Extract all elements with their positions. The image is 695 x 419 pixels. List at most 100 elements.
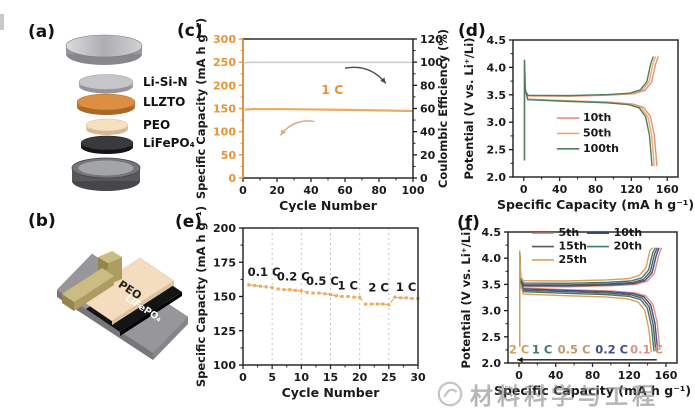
svg-text:Potential (V vs. Li⁺/Li): Potential (V vs. Li⁺/Li) <box>462 38 476 180</box>
svg-text:Specific Capacity (mA h g⁻¹): Specific Capacity (mA h g⁻¹) <box>194 206 208 387</box>
svg-text:2.0: 2.0 <box>487 171 507 184</box>
svg-text:3.0: 3.0 <box>487 116 507 129</box>
svg-text:100: 100 <box>402 184 425 197</box>
corner-watermark-artifact <box>0 14 4 30</box>
svg-text:160: 160 <box>654 369 677 382</box>
svg-text:150: 150 <box>213 103 236 116</box>
svg-text:5: 5 <box>268 371 276 384</box>
svg-text:150: 150 <box>213 291 236 304</box>
watermark: 材料科学与工程 <box>436 377 659 411</box>
svg-text:10th: 10th <box>583 111 611 124</box>
svg-text:4.5: 4.5 <box>487 34 507 47</box>
svg-text:4.0: 4.0 <box>482 252 502 265</box>
svg-text:100th: 100th <box>583 142 619 155</box>
clamp <box>62 251 122 311</box>
svg-text:40: 40 <box>548 369 564 382</box>
svg-text:Cycle Number: Cycle Number <box>282 385 381 400</box>
svg-text:1 C: 1 C <box>338 279 358 293</box>
svg-text:60: 60 <box>420 103 436 116</box>
layer-label-lifepo4: LiFePO₄ <box>143 136 195 150</box>
lifepo4-disc <box>80 135 134 154</box>
svg-text:80: 80 <box>371 184 387 197</box>
svg-text:120: 120 <box>620 183 643 196</box>
chart-svg-d: 0 40 80 120 160 2.0 2.5 3.0 3.5 4.0 4.5 Specific Ca… <box>462 34 694 212</box>
svg-text:0.5 C: 0.5 C <box>558 343 591 357</box>
svg-text:40: 40 <box>303 184 319 197</box>
svg-text:100: 100 <box>213 359 236 372</box>
llzto-disc <box>76 93 136 115</box>
panel-label-e: (e) <box>175 212 203 232</box>
svg-text:2 C: 2 C <box>368 281 388 295</box>
coin-cell-schematic: Li-Si-N LLZTO PEO LiFePO₄ <box>65 34 195 191</box>
series-5th <box>519 277 661 350</box>
series-100th <box>523 56 654 161</box>
series-100th <box>524 89 653 167</box>
svg-text:200: 200 <box>213 79 236 92</box>
svg-text:2.5: 2.5 <box>487 144 507 157</box>
svg-text:2.0: 2.0 <box>482 357 502 370</box>
svg-text:Coulombic Efficiency (%): Coulombic Efficiency (%) <box>436 29 450 188</box>
svg-text:100: 100 <box>420 56 443 69</box>
cell-case <box>71 157 141 191</box>
svg-text:80: 80 <box>420 79 436 92</box>
series-20th <box>519 281 655 352</box>
layer-label-li-si-n: Li-Si-N <box>143 75 188 89</box>
svg-text:15: 15 <box>323 371 338 384</box>
panel-label-b: (b) <box>28 211 56 231</box>
chart-svg-c: 1 C0 20 40 60 80 1000501001502002503000204060… <box>194 18 450 213</box>
svg-text:0: 0 <box>420 172 428 185</box>
watermark-text: 材料科学与工程 <box>470 384 659 410</box>
device-schematic: PEO LiFePO₄ <box>56 251 189 360</box>
svg-text:10: 10 <box>294 371 310 384</box>
svg-text:175: 175 <box>213 256 236 269</box>
svg-text:40: 40 <box>552 183 568 196</box>
svg-text:1 C: 1 C <box>532 343 552 357</box>
li-si-n-disc <box>78 74 134 94</box>
svg-text:0: 0 <box>239 184 247 197</box>
svg-text:100: 100 <box>213 126 236 139</box>
svg-text:25th: 25th <box>559 253 587 266</box>
layer-label-peo: PEO <box>143 118 170 132</box>
panel-label-f: (f) <box>457 213 480 233</box>
series-25th <box>519 247 654 347</box>
svg-text:2.5: 2.5 <box>482 331 502 344</box>
svg-text:1 C: 1 C <box>396 280 416 294</box>
svg-text:125: 125 <box>213 325 236 338</box>
series-25th <box>519 283 653 353</box>
top-spacer-disc <box>65 34 143 65</box>
panel-label-a: (a) <box>28 22 56 42</box>
svg-text:0.1 C: 0.1 C <box>630 343 663 357</box>
svg-text:120: 120 <box>420 33 443 46</box>
svg-text:Cycle Number: Cycle Number <box>279 198 378 212</box>
svg-text:0.5 C: 0.5 C <box>306 274 339 288</box>
svg-text:4.5: 4.5 <box>482 226 502 239</box>
svg-text:3.0: 3.0 <box>482 305 502 318</box>
svg-text:160: 160 <box>656 183 679 196</box>
panel-label-d: (d) <box>458 21 486 41</box>
svg-text:20: 20 <box>269 184 285 197</box>
chart-cycling-performance: 1 C 0 20 40 60 80 100 0 50 100 150 200 250 300 0 20 40 60… <box>185 12 485 216</box>
svg-text:3.5: 3.5 <box>487 89 507 102</box>
svg-text:40: 40 <box>420 126 436 139</box>
panel-label-c: (c) <box>177 21 203 41</box>
svg-text:250: 250 <box>213 56 236 69</box>
svg-text:50: 50 <box>221 149 237 162</box>
peo-disc <box>85 118 129 135</box>
svg-text:200: 200 <box>213 222 236 235</box>
svg-text:20: 20 <box>352 371 368 384</box>
svg-text:30: 30 <box>410 371 426 384</box>
svg-text:80: 80 <box>588 183 604 196</box>
svg-text:120: 120 <box>618 369 641 382</box>
svg-text:20: 20 <box>420 149 436 162</box>
svg-text:5th: 5th <box>559 226 580 239</box>
series-10th <box>519 278 659 351</box>
svg-text:Specific Capacity (mA h g⁻¹): Specific Capacity (mA h g⁻¹) <box>497 197 694 212</box>
series-15th <box>519 280 657 352</box>
svg-text:60: 60 <box>337 184 353 197</box>
series-specific-capacity-1C <box>244 107 414 113</box>
svg-text:Specific Capacity (mA h g⁻¹): Specific Capacity (mA h g⁻¹) <box>494 383 691 398</box>
svg-text:0: 0 <box>520 183 528 196</box>
